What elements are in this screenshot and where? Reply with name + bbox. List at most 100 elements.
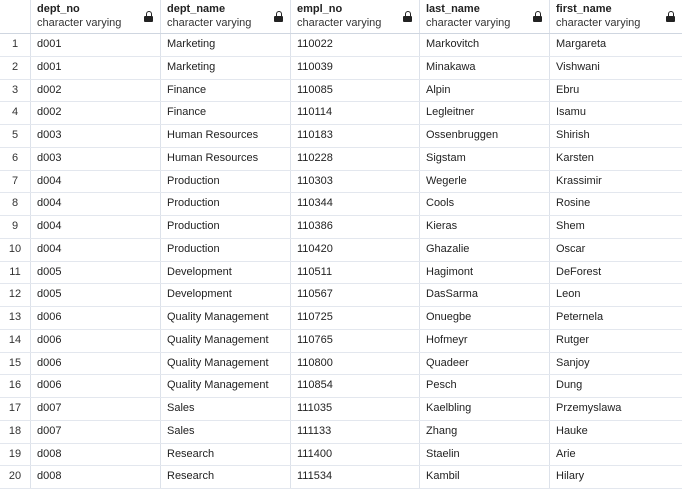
- table-row[interactable]: 11 d005 Development 110511 Hagimont DeForest: [0, 261, 682, 285]
- table-cell[interactable]: d001: [31, 34, 161, 56]
- table-cell[interactable]: d005: [31, 261, 161, 284]
- table-cell[interactable]: Production: [161, 238, 291, 261]
- table-cell[interactable]: Development: [161, 261, 291, 284]
- table-cell[interactable]: Ossenbruggen: [420, 125, 550, 147]
- table-cell[interactable]: d006: [31, 307, 161, 329]
- table-cell[interactable]: Dung: [556, 379, 583, 392]
- table-cell[interactable]: DasSarma: [420, 284, 550, 306]
- table-cell[interactable]: Sigstam: [420, 147, 550, 170]
- table-cell[interactable]: Hilary: [556, 470, 585, 483]
- row-number[interactable]: 7: [0, 170, 31, 193]
- table-cell[interactable]: Kambil: [420, 466, 550, 488]
- table-cell[interactable]: 110386: [291, 216, 420, 238]
- table-cell[interactable]: d002: [31, 79, 161, 102]
- table-cell[interactable]: Kieras: [420, 216, 550, 238]
- table-row[interactable]: 9 d004 Production 110386 Kieras Shem: [0, 216, 682, 239]
- table-cell[interactable]: d003: [31, 147, 161, 170]
- row-number[interactable]: 9: [0, 216, 31, 238]
- table-cell[interactable]: Kaelbling: [420, 398, 550, 420]
- table-cell[interactable]: 110725: [291, 307, 420, 329]
- row-number[interactable]: 15: [0, 352, 31, 375]
- table-cell[interactable]: Human Resources: [161, 147, 291, 170]
- table-cell[interactable]: 110765: [291, 329, 420, 352]
- table-cell[interactable]: 110511: [291, 261, 420, 284]
- table-cell[interactable]: d008: [31, 466, 161, 488]
- table-row[interactable]: 7 d004 Production 110303 Wegerle Krassimir: [0, 170, 682, 194]
- table-cell[interactable]: Production: [161, 193, 291, 215]
- table-cell[interactable]: Finance: [161, 102, 291, 124]
- table-cell[interactable]: d006: [31, 375, 161, 397]
- column-header-last-name[interactable]: last_name character varying: [420, 0, 550, 33]
- table-cell[interactable]: Isamu: [556, 106, 586, 119]
- table-cell[interactable]: 110567: [291, 284, 420, 306]
- row-number[interactable]: 11: [0, 261, 31, 284]
- table-cell[interactable]: Oscar: [556, 242, 586, 255]
- column-header-empl-no[interactable]: empl_no character varying: [291, 0, 420, 33]
- table-row[interactable]: 5 d003 Human Resources 110183 Ossenbruggen Sh…: [0, 125, 682, 148]
- table-cell[interactable]: 110854: [291, 375, 420, 397]
- column-header-first-name[interactable]: first_name character varying: [550, 0, 682, 33]
- table-cell[interactable]: Cools: [420, 193, 550, 215]
- table-cell[interactable]: Quality Management: [161, 329, 291, 352]
- table-cell[interactable]: Markovitch: [420, 34, 550, 56]
- table-cell[interactable]: Quality Management: [161, 375, 291, 397]
- table-cell[interactable]: Rosine: [556, 197, 591, 210]
- table-row[interactable]: 1 d001 Marketing 110022 Markovitch Margareta: [0, 34, 682, 57]
- table-cell[interactable]: Karsten: [556, 151, 594, 164]
- table-cell[interactable]: 110344: [291, 193, 420, 215]
- table-cell[interactable]: Research: [161, 466, 291, 488]
- table-cell[interactable]: Production: [161, 216, 291, 238]
- table-cell[interactable]: Ebru: [556, 83, 580, 96]
- table-cell[interactable]: Onuegbe: [420, 307, 550, 329]
- table-cell[interactable]: Pesch: [420, 375, 550, 397]
- table-cell[interactable]: Sanjoy: [556, 356, 590, 369]
- table-cell[interactable]: 110022: [291, 34, 420, 56]
- table-cell[interactable]: Peternela: [556, 311, 604, 323]
- table-cell[interactable]: 110800: [291, 352, 420, 375]
- table-cell[interactable]: Krassimir: [556, 174, 602, 187]
- table-cell[interactable]: d004: [31, 170, 161, 193]
- table-cell[interactable]: Human Resources: [161, 125, 291, 147]
- table-cell[interactable]: Vishwani: [556, 60, 600, 73]
- table-row[interactable]: 6 d003 Human Resources 110228 Sigstam Karsten: [0, 147, 682, 171]
- table-cell[interactable]: d004: [31, 238, 161, 261]
- row-number[interactable]: 12: [0, 284, 31, 306]
- row-number[interactable]: 18: [0, 420, 31, 443]
- table-cell[interactable]: 110114: [291, 102, 420, 124]
- table-cell[interactable]: d006: [31, 352, 161, 375]
- table-cell[interactable]: Shirish: [556, 129, 590, 141]
- row-number[interactable]: 5: [0, 125, 31, 147]
- row-number[interactable]: 1: [0, 34, 31, 56]
- table-cell[interactable]: d004: [31, 193, 161, 215]
- table-cell[interactable]: Leon: [556, 288, 581, 301]
- table-row[interactable]: 20 d008 Research 111534 Kambil Hilary: [0, 466, 682, 489]
- table-cell[interactable]: 110183: [291, 125, 420, 147]
- table-row[interactable]: 15 d006 Quality Management 110800 Quadeer San…: [0, 352, 682, 376]
- row-number[interactable]: 19: [0, 443, 31, 466]
- table-cell[interactable]: Rutger: [556, 333, 590, 346]
- table-cell[interactable]: d002: [31, 102, 161, 124]
- row-number[interactable]: 4: [0, 102, 31, 124]
- table-cell[interactable]: Marketing: [161, 34, 291, 56]
- table-cell[interactable]: Arie: [556, 447, 576, 460]
- table-row[interactable]: 10 d004 Production 110420 Ghazalie Oscar: [0, 238, 682, 262]
- table-cell[interactable]: Alpin: [420, 79, 550, 102]
- table-cell[interactable]: Margareta: [556, 38, 607, 50]
- table-cell[interactable]: Sales: [161, 420, 291, 443]
- table-row[interactable]: 19 d008 Research 111400 Staelin Arie: [0, 443, 682, 467]
- table-cell[interactable]: Hagimont: [420, 261, 550, 284]
- table-cell[interactable]: Quadeer: [420, 352, 550, 375]
- row-number[interactable]: 3: [0, 79, 31, 102]
- row-number[interactable]: 13: [0, 307, 31, 329]
- table-cell[interactable]: Minakawa: [420, 56, 550, 79]
- table-cell[interactable]: DeForest: [556, 265, 602, 278]
- column-header-dept-no[interactable]: dept_no character varying: [31, 0, 161, 33]
- row-number[interactable]: 10: [0, 238, 31, 261]
- table-cell[interactable]: Shem: [556, 220, 585, 232]
- table-row[interactable]: 4 d002 Finance 110114 Legleitner Isamu: [0, 102, 682, 125]
- table-cell[interactable]: 110085: [291, 79, 420, 102]
- table-cell[interactable]: 111400: [291, 443, 420, 466]
- column-header-dept-name[interactable]: dept_name character varying: [161, 0, 291, 33]
- table-row[interactable]: 13 d006 Quality Management 110725 Onuegbe Pet…: [0, 307, 682, 330]
- row-number[interactable]: 17: [0, 398, 31, 420]
